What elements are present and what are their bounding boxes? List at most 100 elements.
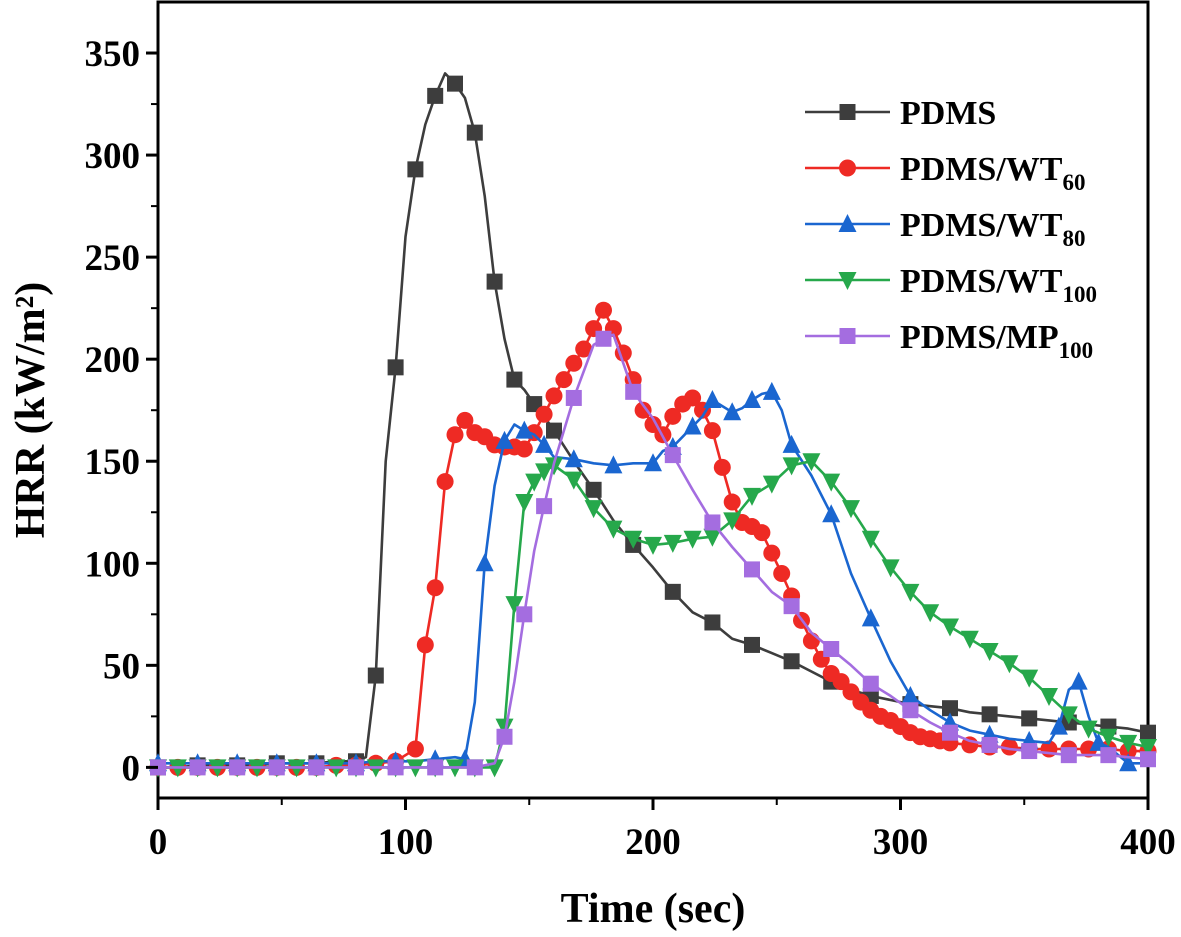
- data-point: [644, 453, 662, 472]
- legend: PDMS PDMS/WT60 PDMS/WT80 PDMS/WT100 PDMS/MP1…: [805, 95, 1097, 363]
- data-point: [901, 685, 920, 704]
- data-point: [555, 371, 573, 389]
- data-point: [704, 514, 721, 531]
- data-point: [585, 481, 602, 498]
- data-point: [634, 401, 652, 419]
- data-point: [526, 396, 543, 413]
- data-point: [565, 354, 583, 372]
- legend-entry: PDMS: [805, 95, 996, 132]
- data-point: [584, 500, 603, 519]
- data-point: [348, 759, 364, 776]
- data-point: [782, 434, 801, 453]
- data-point: [1069, 671, 1088, 690]
- data-point: [446, 426, 464, 444]
- data-point: [980, 643, 999, 662]
- data-point: [822, 473, 841, 492]
- y-tick-label: 50: [103, 646, 140, 687]
- data-point: [981, 736, 998, 753]
- data-point: [703, 390, 722, 408]
- data-point: [744, 636, 760, 653]
- data-point: [506, 371, 523, 388]
- y-axis-title: HRR (kW/m²): [8, 282, 54, 538]
- data-point: [1079, 720, 1098, 739]
- data-point: [595, 301, 612, 319]
- data-point: [822, 504, 841, 523]
- plot-frame-layer: [156, 0, 1150, 800]
- series-pdms-wt80: [149, 381, 1148, 772]
- data-point: [595, 330, 612, 347]
- axis-layer: 0 100 200 300 400 0 50 100 150 200 250 300 350: [85, 34, 1176, 863]
- data-point: [387, 759, 404, 776]
- data-point: [466, 124, 483, 141]
- data-point: [515, 440, 533, 458]
- data-point: [683, 416, 702, 435]
- data-point: [475, 553, 494, 572]
- y-tick-label: 350: [85, 34, 141, 75]
- y-tick-label: 250: [85, 238, 141, 279]
- data-point: [902, 702, 919, 719]
- data-point: [704, 614, 721, 631]
- data-point: [762, 381, 781, 400]
- data-point: [723, 493, 741, 511]
- legend-label-subscript: 100: [1062, 282, 1097, 307]
- data-point: [1020, 669, 1039, 688]
- legend-marker: [838, 214, 857, 232]
- data-point: [535, 434, 554, 453]
- data-point: [901, 583, 920, 602]
- data-point: [861, 530, 880, 549]
- series-pdms-wt100: [149, 453, 1157, 778]
- data-point: [753, 524, 771, 542]
- data-point: [536, 498, 553, 515]
- x-tick-label: 0: [149, 822, 168, 863]
- data-point: [783, 598, 800, 615]
- data-point: [1040, 687, 1058, 706]
- data-point: [942, 724, 958, 741]
- data-point: [743, 487, 761, 506]
- data-point: [407, 161, 424, 178]
- data-point: [604, 520, 623, 539]
- legend-label-subscript: 100: [1059, 338, 1094, 363]
- legend-entry: PDMS/WT60: [805, 151, 1085, 195]
- data-point: [367, 667, 384, 684]
- data-point: [426, 579, 444, 597]
- series-line: [158, 459, 1149, 769]
- data-point: [773, 564, 791, 582]
- data-point: [664, 583, 681, 600]
- legend-marker: [839, 104, 856, 120]
- data-point: [466, 759, 483, 776]
- data-point: [189, 759, 206, 776]
- data-point: [535, 463, 554, 482]
- legend-entry: PDMS/WT100: [805, 263, 1097, 307]
- data-point: [516, 606, 533, 623]
- legend-label: PDMS: [900, 95, 996, 132]
- data-point: [525, 473, 544, 492]
- legend-marker: [839, 328, 856, 344]
- data-point: [842, 500, 860, 519]
- data-point: [921, 604, 940, 623]
- data-point: [229, 759, 246, 776]
- data-point: [1100, 747, 1117, 764]
- data-point: [496, 728, 513, 745]
- data-point: [782, 457, 801, 476]
- series-line: [158, 333, 1149, 769]
- data-point: [1099, 728, 1118, 747]
- data-point: [981, 706, 998, 723]
- data-point: [387, 359, 404, 376]
- data-point: [703, 528, 722, 547]
- data-point: [515, 420, 534, 439]
- x-tick-label: 100: [378, 822, 434, 863]
- data-point: [1049, 716, 1068, 735]
- x-tick-label: 400: [1120, 822, 1176, 863]
- data-point: [564, 471, 583, 490]
- series-layer: [149, 72, 1157, 778]
- data-point: [684, 389, 702, 407]
- plot-frame: [156, 0, 1150, 800]
- data-point: [1119, 734, 1138, 753]
- data-point: [565, 389, 582, 406]
- data-point: [1139, 738, 1157, 757]
- data-point: [723, 512, 742, 531]
- y-tick-label: 100: [85, 544, 141, 585]
- legend-label: PDMS/WT80: [900, 207, 1085, 251]
- data-point: [427, 759, 444, 776]
